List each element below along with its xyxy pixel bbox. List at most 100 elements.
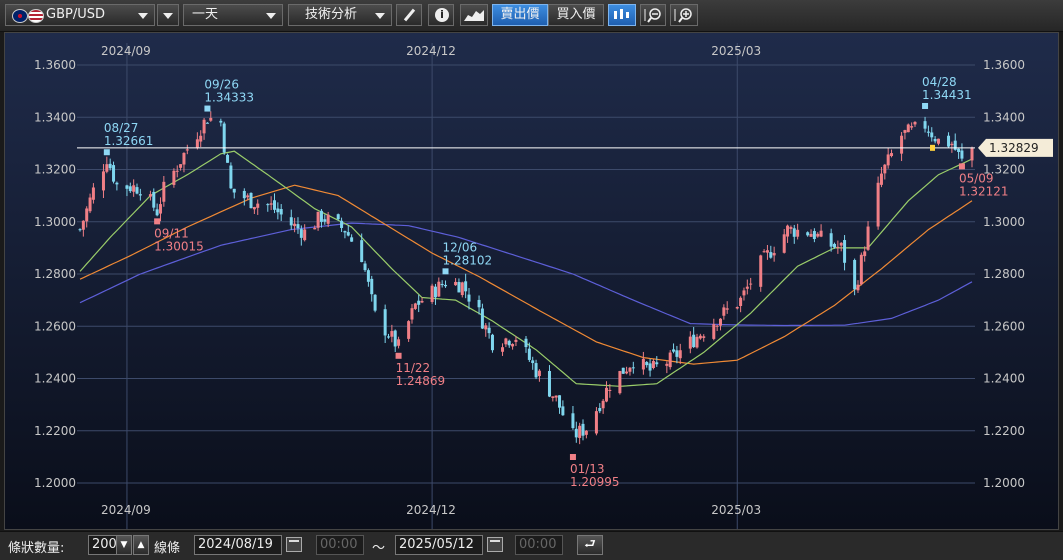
candle-body bbox=[698, 335, 702, 339]
area-chart-button[interactable] bbox=[460, 4, 488, 26]
x-tick-label-bottom: 2025/03 bbox=[711, 503, 761, 517]
candle-body bbox=[360, 240, 364, 263]
candle-body bbox=[363, 263, 367, 271]
chevron-down-icon bbox=[163, 13, 173, 19]
candle-body bbox=[490, 334, 494, 351]
price-chart[interactable]: 1.3600 1.3600 1.3400 1.3400 1.3200 1.3200 1.30… bbox=[5, 33, 1058, 529]
annotation-date: 05/09 bbox=[959, 171, 994, 185]
candle-body bbox=[534, 363, 538, 378]
candle-body bbox=[397, 339, 401, 346]
candle-body bbox=[91, 187, 95, 200]
analysis-menu[interactable]: 技術分析 bbox=[288, 4, 392, 26]
symbol-dropdown-button[interactable] bbox=[157, 4, 179, 26]
from-date-value: 2024/08/19 bbox=[198, 537, 273, 552]
candle-body bbox=[923, 121, 927, 129]
candle-body bbox=[645, 362, 649, 366]
candle-body bbox=[276, 208, 280, 213]
candle-body bbox=[574, 428, 578, 438]
symbol-label: GBP/USD bbox=[46, 7, 105, 22]
zoom-in-button[interactable] bbox=[670, 4, 698, 26]
candle-body bbox=[202, 119, 206, 134]
apply-button[interactable]: ⮐ bbox=[577, 535, 603, 555]
bars-decrease-button[interactable]: ▼ bbox=[116, 535, 132, 555]
candle-body bbox=[269, 203, 273, 205]
candle-body bbox=[879, 173, 883, 185]
candle-body bbox=[906, 124, 910, 133]
period-select[interactable]: 一天 bbox=[183, 4, 283, 26]
candle-body bbox=[88, 197, 92, 212]
from-calendar-icon[interactable] bbox=[286, 537, 302, 552]
candle-body bbox=[718, 318, 722, 326]
candle-body bbox=[531, 360, 535, 364]
candle-body bbox=[581, 423, 585, 436]
candle-body bbox=[608, 389, 612, 391]
current-price-tag bbox=[978, 138, 1053, 157]
from-time-input[interactable]: 00:00 bbox=[316, 535, 364, 555]
candle-body bbox=[185, 149, 189, 151]
candle-body bbox=[179, 164, 183, 168]
annotation-value: 1.28102 bbox=[443, 253, 493, 267]
candle-body bbox=[843, 240, 847, 263]
candle-body bbox=[812, 231, 816, 240]
ma-long-line bbox=[79, 222, 973, 327]
candle-body bbox=[430, 285, 434, 302]
bars-count-input[interactable]: 200 bbox=[88, 535, 118, 555]
candle-body bbox=[819, 230, 823, 237]
to-calendar-icon[interactable] bbox=[487, 537, 503, 552]
candle-body bbox=[675, 350, 679, 357]
candle-body bbox=[628, 367, 632, 372]
x-tick-label-top: 2024/12 bbox=[406, 44, 456, 58]
candle-type-button[interactable] bbox=[608, 4, 636, 26]
pencil-icon bbox=[403, 8, 416, 22]
candle-body bbox=[933, 138, 937, 142]
bottom-bar: 條狀數量: 200 ▼ ▲ 線條 2024/08/19 00:00 ～ 2025… bbox=[0, 531, 1063, 560]
analysis-label: 技術分析 bbox=[305, 7, 358, 22]
to-time-input[interactable]: 00:00 bbox=[515, 535, 563, 555]
candle-body bbox=[561, 406, 565, 416]
candle-body bbox=[199, 135, 203, 142]
current-price-label: 1.32829 bbox=[989, 141, 1039, 155]
candle-body bbox=[745, 286, 749, 289]
tab-sell-price[interactable]: 賣出價 bbox=[492, 4, 548, 26]
draw-tool-button[interactable] bbox=[396, 4, 422, 26]
candle-body bbox=[641, 358, 645, 370]
tab-buy-price[interactable]: 買入價 bbox=[548, 4, 604, 26]
from-date-input[interactable]: 2024/08/19 bbox=[194, 535, 282, 555]
candle-body bbox=[692, 334, 696, 348]
candle-body bbox=[319, 210, 323, 222]
zoom-in-icon bbox=[674, 8, 692, 23]
candle-body bbox=[219, 120, 223, 123]
candle-body bbox=[182, 152, 186, 165]
candle-body bbox=[668, 352, 672, 368]
from-time-value: 00:00 bbox=[320, 537, 358, 552]
candle-body bbox=[480, 308, 484, 329]
annotation-date: 09/11 bbox=[154, 226, 189, 240]
candle-body bbox=[387, 336, 391, 338]
candle-body bbox=[487, 327, 491, 334]
candle-body bbox=[953, 140, 957, 150]
y-tick-label-right: 1.3400 bbox=[983, 110, 1025, 124]
candle-body bbox=[340, 220, 344, 228]
candle-body bbox=[900, 135, 904, 154]
candle-body bbox=[289, 217, 293, 226]
candle-body bbox=[853, 259, 857, 290]
info-button[interactable]: i bbox=[428, 4, 454, 26]
y-tick-label-left: 1.2000 bbox=[34, 476, 76, 490]
candle-body bbox=[323, 219, 327, 222]
current-price-marker: 1.32829 bbox=[77, 138, 1053, 157]
candle-body bbox=[484, 325, 488, 330]
extreme-marker bbox=[103, 149, 110, 156]
candle-body bbox=[437, 281, 441, 297]
candle-body bbox=[886, 154, 890, 166]
annotation-value: 1.30015 bbox=[154, 239, 204, 253]
annotation-value: 1.34333 bbox=[204, 91, 254, 105]
candlestick-icon bbox=[614, 9, 629, 19]
candle-body bbox=[816, 233, 820, 237]
zoom-out-button[interactable] bbox=[640, 4, 666, 26]
to-date-input[interactable]: 2025/05/12 bbox=[395, 535, 483, 555]
candle-body bbox=[417, 300, 421, 305]
candle-body bbox=[648, 363, 652, 371]
candle-body bbox=[883, 164, 887, 174]
symbol-select[interactable]: GBP/USD bbox=[5, 4, 155, 26]
bars-increase-button[interactable]: ▲ bbox=[133, 535, 149, 555]
